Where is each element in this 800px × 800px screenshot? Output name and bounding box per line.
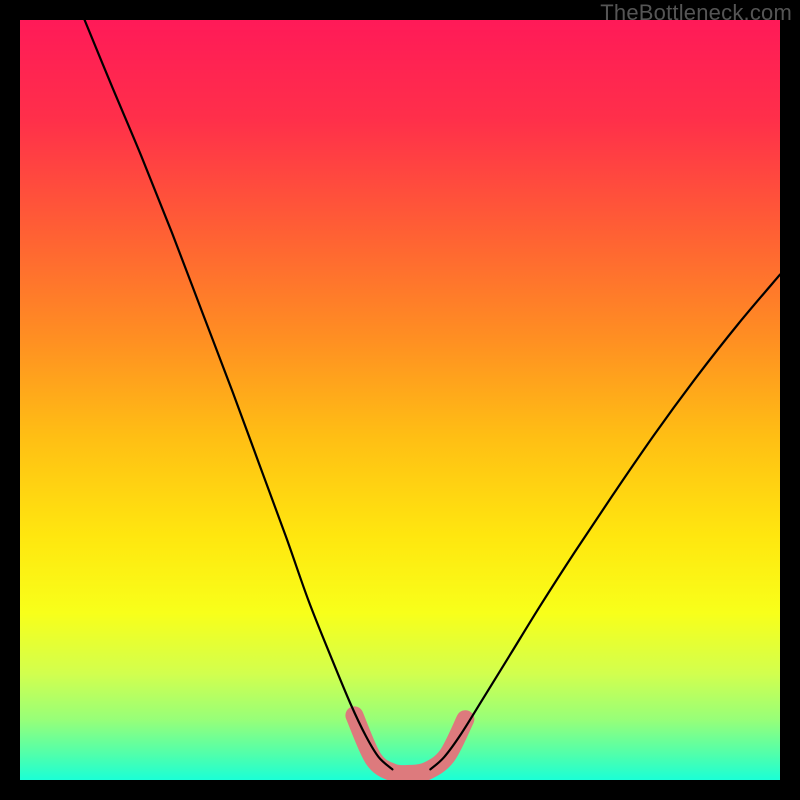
chart-canvas: TheBottleneck.com xyxy=(0,0,800,800)
plot-svg xyxy=(20,20,780,780)
plot-area xyxy=(20,20,780,780)
watermark-text: TheBottleneck.com xyxy=(600,0,792,26)
gradient-background xyxy=(20,20,780,780)
